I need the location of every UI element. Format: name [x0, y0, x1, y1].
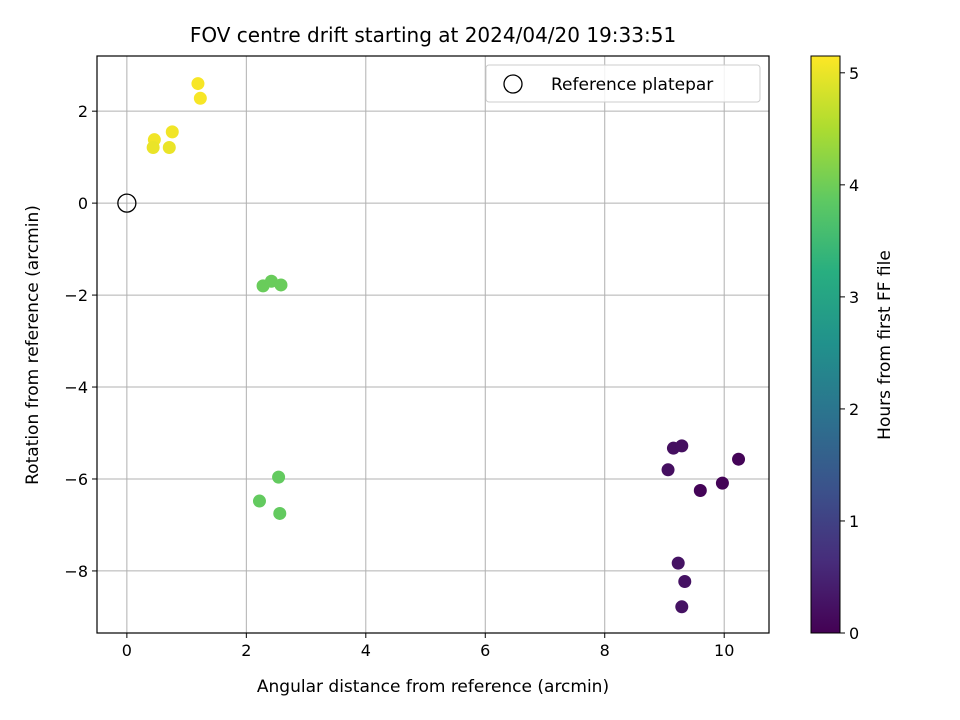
chart-title: FOV centre drift starting at 2024/04/20 …: [190, 23, 676, 47]
y-axis-label: Rotation from reference (arcmin): [23, 205, 43, 485]
reference-platepar-marker: [117, 193, 137, 213]
data-points: [146, 77, 746, 614]
colorbar: 0 1 2 3 4 5 Hours from first FF file: [810, 55, 895, 643]
y-tick-label: −6: [64, 470, 88, 489]
x-tick-label: 2: [241, 641, 251, 660]
x-tick-label: 8: [600, 641, 610, 660]
data-point: [252, 494, 266, 508]
colorbar-tick-label: 5: [849, 64, 859, 83]
x-tick-label: 6: [480, 641, 490, 660]
data-point: [273, 506, 287, 520]
y-axis-ticks: 2 0 −2 −4 −6 −8: [64, 102, 97, 581]
data-point: [732, 452, 746, 466]
data-point: [191, 77, 205, 91]
colorbar-tick-label: 1: [849, 512, 859, 531]
data-point: [165, 125, 179, 139]
colorbar-gradient: [810, 55, 841, 634]
plot-area: 0 2 4 6 8 10 2 0 −2 −4 −6 −8: [64, 55, 770, 660]
data-point: [693, 483, 707, 497]
colorbar-tick-label: 4: [849, 176, 859, 195]
data-point: [661, 463, 675, 477]
y-tick-label: −8: [64, 562, 88, 581]
y-tick-label: 0: [78, 194, 88, 213]
data-point: [675, 600, 689, 614]
y-tick-label: −4: [64, 378, 88, 397]
colorbar-tick-label: 2: [849, 400, 859, 419]
y-tick-label: 2: [78, 102, 88, 121]
colorbar-ticks: 0 1 2 3 4 5: [840, 64, 859, 643]
plot-background: [97, 56, 769, 633]
data-point: [272, 470, 286, 484]
data-point: [678, 575, 692, 589]
colorbar-tick-label: 0: [849, 624, 859, 643]
y-tick-label: −2: [64, 286, 88, 305]
grid: [97, 56, 769, 633]
legend: Reference platepar: [485, 64, 761, 103]
x-tick-label: 4: [361, 641, 371, 660]
legend-reference-label: Reference platepar: [551, 75, 713, 95]
reference-marker-group: [117, 193, 137, 213]
data-point: [146, 140, 160, 154]
plot-frame: [96, 55, 770, 634]
data-point: [274, 278, 288, 292]
x-axis-ticks: 0 2 4 6 8 10: [122, 633, 734, 660]
legend-box: [485, 64, 761, 103]
data-point: [671, 556, 685, 570]
data-point: [715, 476, 729, 490]
data-point: [193, 91, 207, 105]
data-point: [162, 140, 176, 154]
x-tick-label: 10: [714, 641, 734, 660]
x-axis-label: Angular distance from reference (arcmin): [257, 677, 609, 697]
colorbar-label: Hours from first FF file: [875, 250, 895, 440]
data-point: [675, 439, 689, 453]
x-tick-label: 0: [122, 641, 132, 660]
colorbar-tick-label: 3: [849, 288, 859, 307]
legend-reference-marker: [503, 74, 523, 94]
